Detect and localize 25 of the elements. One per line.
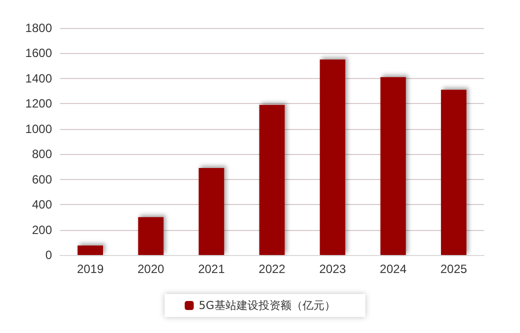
x-tick-label: 2025	[440, 262, 468, 276]
bar	[380, 77, 406, 255]
bar	[259, 104, 285, 255]
y-tick-label: 800	[32, 147, 52, 162]
x-tick-label: 2019	[76, 262, 104, 276]
y-tick-label: 0	[45, 248, 52, 262]
bar	[138, 217, 164, 255]
y-tick-label: 600	[32, 172, 52, 186]
bar	[440, 90, 466, 255]
x-tick-label: 2024	[380, 262, 407, 276]
bar	[78, 246, 104, 255]
y-tick-label: 400	[32, 198, 52, 212]
y-tick-label: 1400	[25, 71, 52, 86]
x-tick-label: 2022	[258, 262, 286, 276]
y-tick-label: 1000	[25, 122, 52, 136]
bar	[320, 60, 346, 255]
x-tick-label: 2021	[198, 262, 226, 276]
y-tick-label: 1200	[25, 96, 52, 111]
x-tick-label: 2020	[138, 262, 165, 276]
y-tick-label: 200	[32, 222, 52, 237]
y-tick-label: 1600	[25, 46, 52, 60]
legend-label: 5G基站建设投资额（亿元）	[198, 299, 336, 312]
y-tick-label: 1800	[25, 21, 52, 35]
bar	[198, 168, 224, 255]
x-tick-label: 2023	[319, 262, 346, 276]
